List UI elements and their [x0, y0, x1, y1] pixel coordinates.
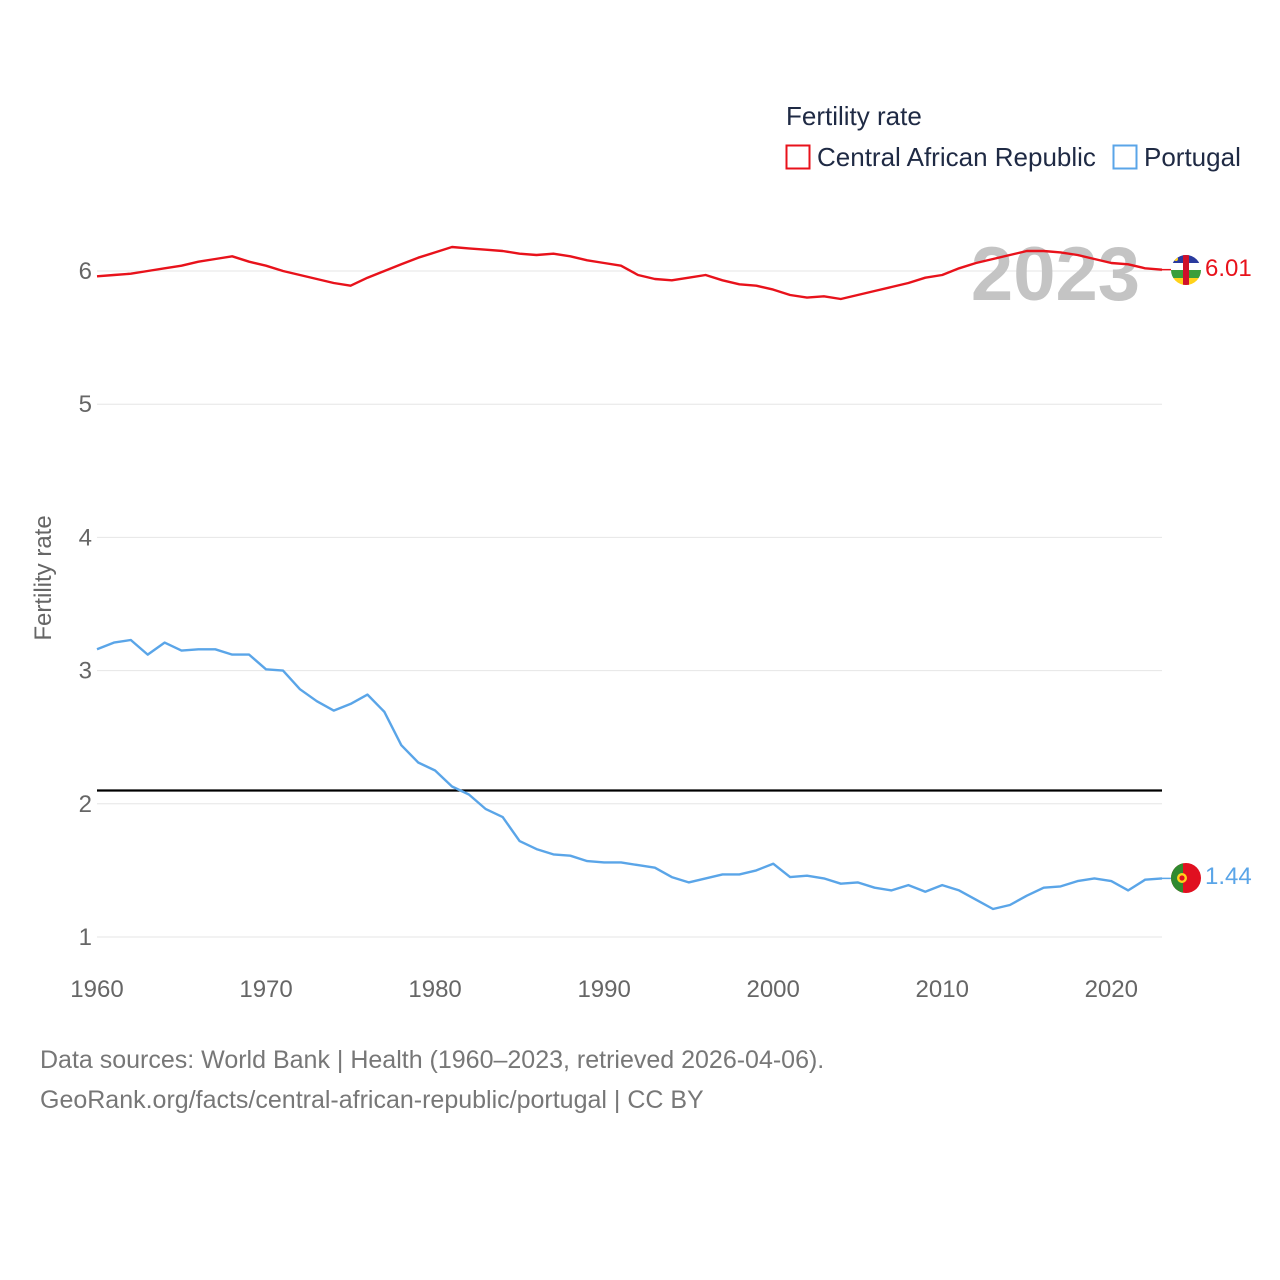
legend-swatch-car: [785, 144, 811, 170]
y-axis-title: Fertility rate: [30, 515, 57, 640]
series-line-central-african-republic[interactable]: [96, 245, 1163, 301]
x-tick-label: 2000: [746, 976, 799, 1003]
x-tick-label: 2010: [916, 976, 969, 1003]
legend-swatch-portugal: [1112, 144, 1138, 170]
x-tick-label: 1990: [577, 976, 630, 1003]
end-value-label-portugal: 1.44: [1205, 863, 1252, 890]
y-tick-label: 4: [79, 524, 92, 551]
y-tick-label: 5: [79, 391, 92, 418]
legend-title: Fertility rate: [786, 101, 922, 131]
portugal-flag-icon: [1171, 863, 1201, 893]
x-tick-label: 2020: [1085, 976, 1138, 1003]
series-lines: [96, 245, 1171, 911]
legend-label-car: Central African Republic: [817, 142, 1096, 172]
y-tick-label: 2: [79, 791, 92, 818]
gridlines: [97, 270, 1162, 938]
x-tick-label: 1960: [70, 976, 123, 1003]
legend-item-central-african-republic[interactable]: Central African Republic: [785, 142, 1096, 172]
y-tick-label: 1: [79, 924, 92, 951]
legend-item-portugal[interactable]: Portugal: [1112, 142, 1241, 172]
x-tick-label: 1980: [408, 976, 461, 1003]
end-value-label-car: 6.01: [1205, 255, 1252, 282]
series-line-portugal[interactable]: [96, 638, 1163, 911]
car-flag-icon: [1171, 255, 1201, 285]
footer: Data sources: World Bank | Health (1960–…: [40, 1040, 824, 1120]
source-url[interactable]: GeoRank.org/facts/central-african-republ…: [40, 1086, 704, 1114]
y-tick-label: 3: [79, 658, 92, 685]
x-tick-label: 1970: [239, 976, 292, 1003]
legend-label-portugal: Portugal: [1144, 142, 1241, 172]
x-axis-ticks: 1960 1970 1980 1990 2000 2010 2020: [70, 976, 1138, 1003]
data-sources: Data sources: World Bank | Health (1960–…: [40, 1046, 825, 1074]
y-axis-ticks: 1 2 3 4 5 6: [79, 258, 92, 951]
y-tick-label: 6: [79, 258, 92, 285]
year-label: 2023: [971, 232, 1140, 317]
